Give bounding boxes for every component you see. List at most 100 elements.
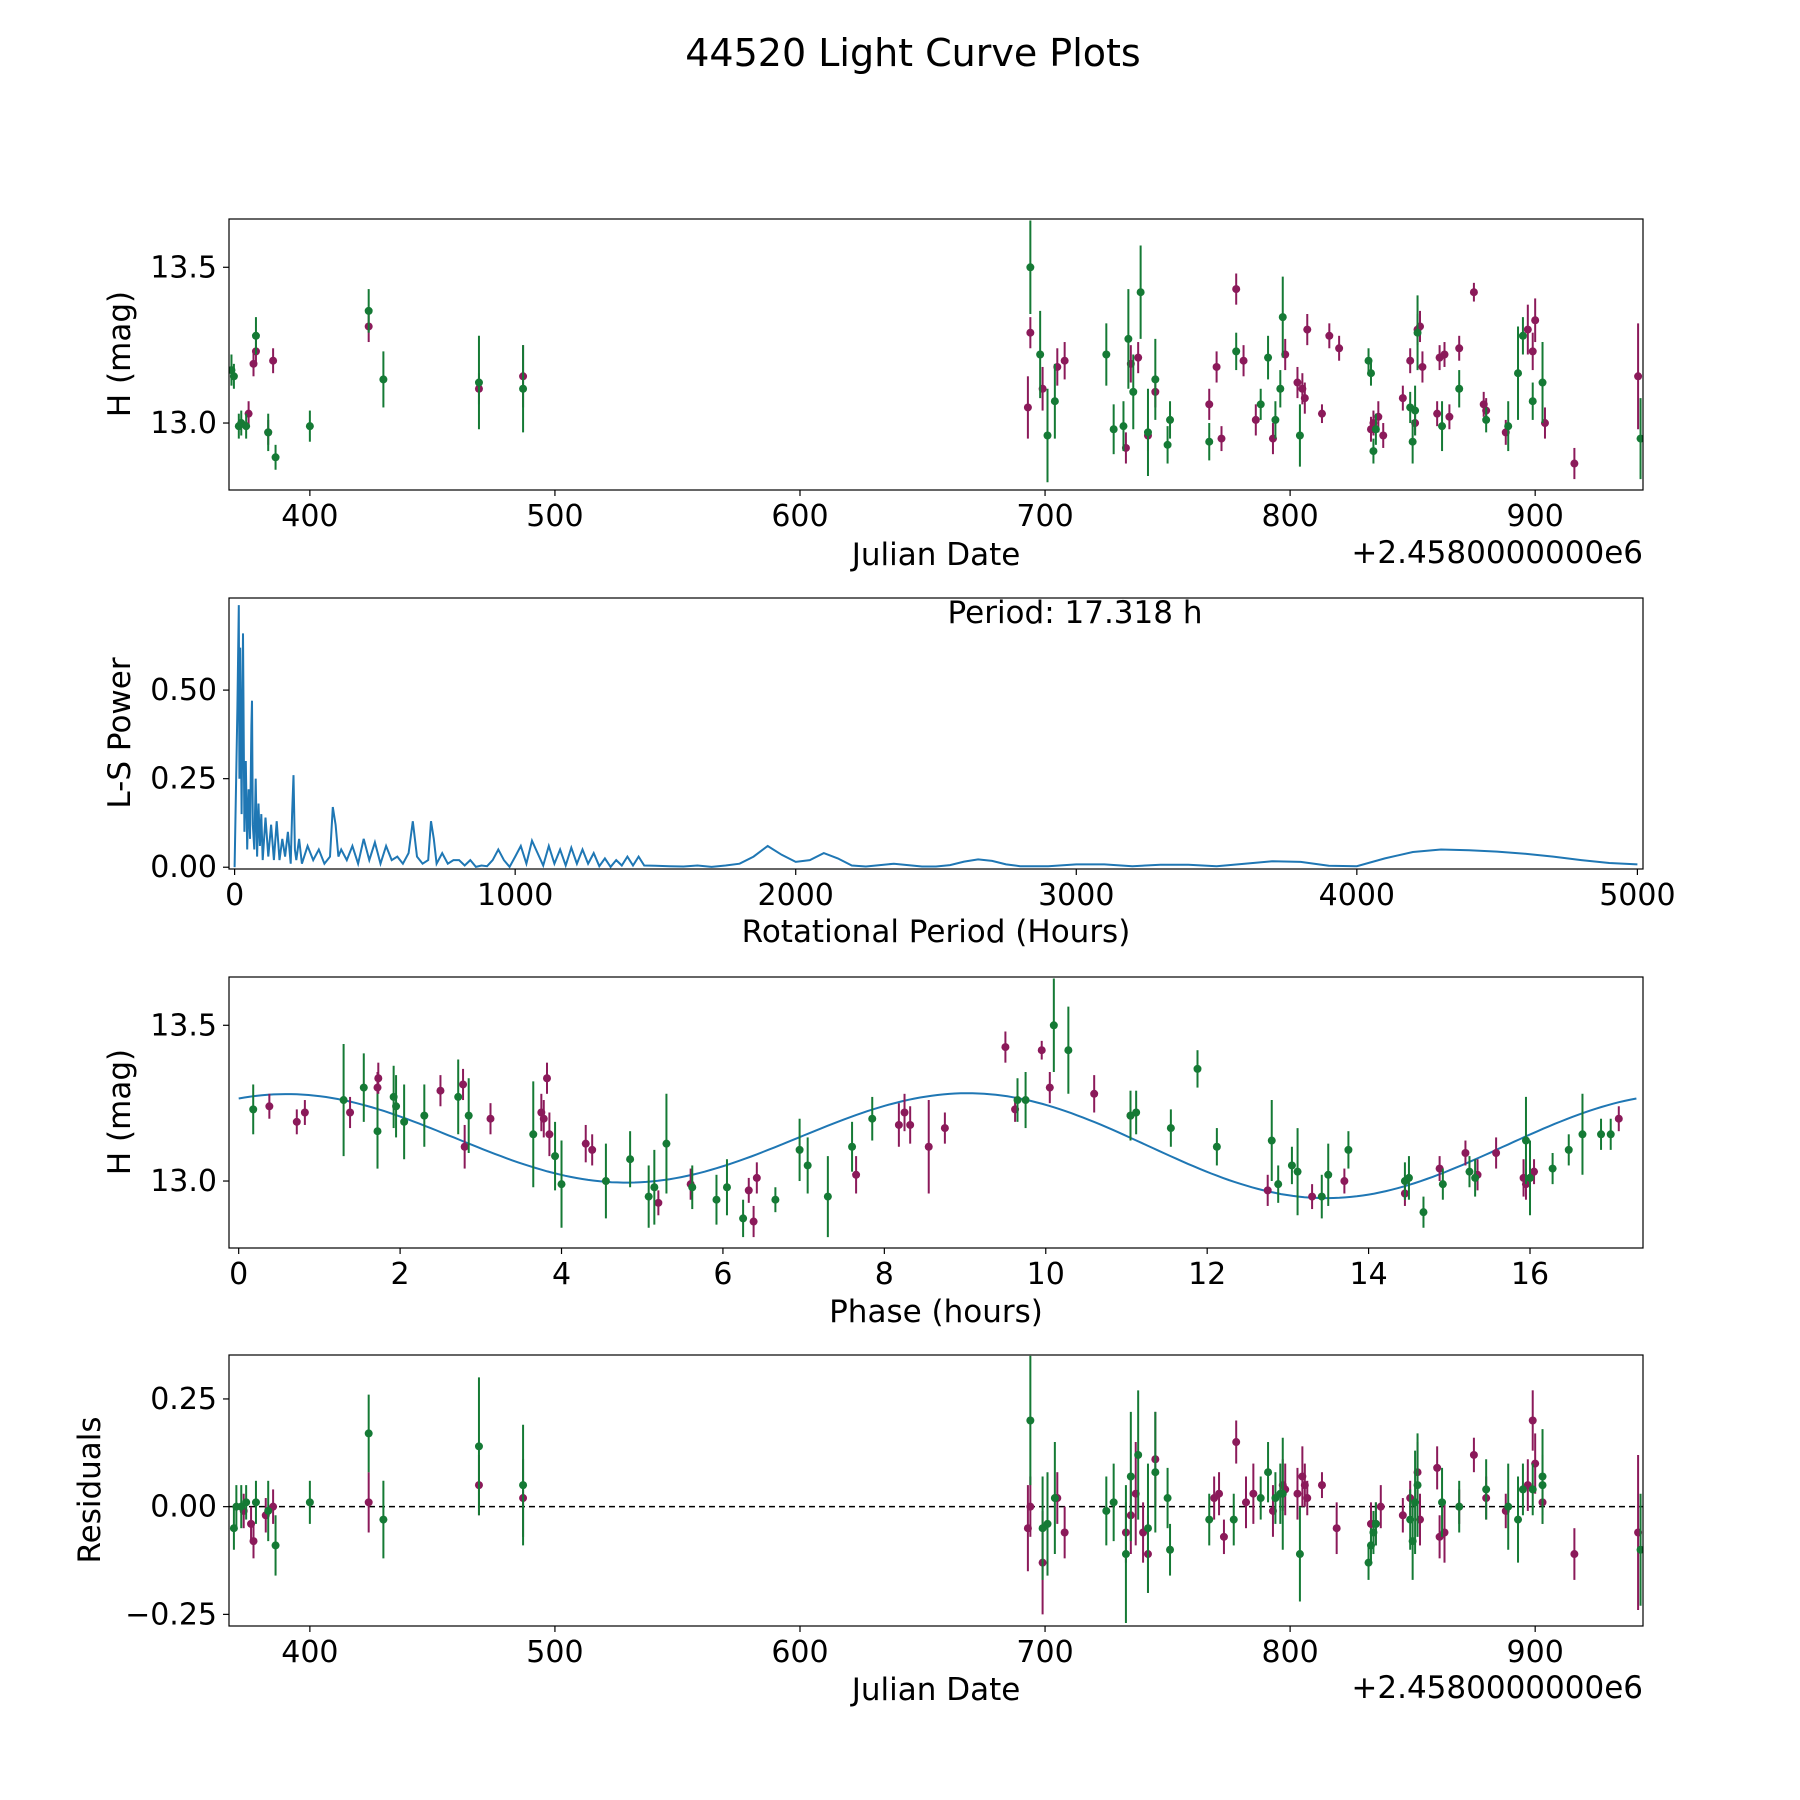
purple-data-point xyxy=(1045,1083,1054,1092)
x-tick-label: 0 xyxy=(225,878,244,913)
green-data-point xyxy=(1212,1142,1221,1151)
green-data-point xyxy=(1404,1173,1413,1182)
purple-data-point xyxy=(346,1108,355,1117)
green-data-point xyxy=(1036,350,1045,359)
green-data-point xyxy=(242,422,251,431)
periodogram-curve-group xyxy=(233,605,1638,869)
phased-frame xyxy=(228,976,1644,1249)
residuals-offset-label: +2.4580000000e6 xyxy=(1351,1670,1643,1706)
period-annotation: Period: 17.318 h xyxy=(948,595,1203,631)
purple-data-point xyxy=(894,1120,903,1129)
green-data-point xyxy=(1102,350,1111,359)
purple-data-point xyxy=(581,1139,590,1148)
light-curve-xlabel: Julian Date xyxy=(850,537,1021,573)
purple-data-point xyxy=(292,1117,301,1126)
green-data-point xyxy=(474,378,483,387)
periodogram-ylabel: L-S Power xyxy=(102,657,138,808)
purple-data-point xyxy=(1134,353,1143,362)
green-data-point xyxy=(264,428,273,437)
green-data-point xyxy=(1129,387,1138,396)
x-tick-label: 400 xyxy=(281,499,338,534)
green-data-point xyxy=(529,1130,538,1139)
purple-data-point xyxy=(1001,1043,1010,1052)
green-data-point xyxy=(650,1183,659,1192)
y-tick-label: 13.5 xyxy=(150,250,217,285)
purple-data-point xyxy=(542,1074,551,1083)
x-tick-label: 800 xyxy=(1261,499,1318,534)
green-data-point xyxy=(1193,1064,1202,1073)
green-data-point xyxy=(1636,434,1643,443)
green-data-point xyxy=(1504,422,1513,431)
green-data-point xyxy=(474,1442,483,1451)
y-tick-label: 13.0 xyxy=(150,406,217,441)
green-data-point xyxy=(1276,384,1285,393)
y-tick-label: 13.5 xyxy=(150,1008,217,1043)
periodogram-frame xyxy=(228,597,1644,870)
x-tick-label: 4000 xyxy=(1319,878,1395,913)
green-data-point xyxy=(712,1195,721,1204)
green-data-point xyxy=(1366,369,1375,378)
green-data-point xyxy=(1021,1096,1030,1105)
x-tick-label: 6 xyxy=(713,1257,732,1292)
green-data-point xyxy=(364,1429,373,1438)
phased-ylabel: H (mag) xyxy=(102,1049,138,1175)
light-curve-frame xyxy=(228,218,1644,491)
green-data-point xyxy=(601,1177,610,1186)
green-data-point xyxy=(1121,1550,1130,1559)
purple-data-point xyxy=(1037,1046,1046,1055)
green-data-point xyxy=(1371,425,1380,434)
purple-data-point xyxy=(1251,415,1260,424)
green-data-point xyxy=(1538,1481,1547,1490)
green-data-point xyxy=(229,372,238,381)
green-data-point xyxy=(1504,1502,1513,1511)
purple-data-point xyxy=(459,1080,468,1089)
green-data-point xyxy=(1119,422,1128,431)
green-data-point xyxy=(557,1180,566,1189)
model-fit-curve xyxy=(238,1092,1637,1200)
x-tick-label: 5000 xyxy=(1599,878,1675,913)
purple-data-point xyxy=(1249,1489,1258,1498)
green-data-point xyxy=(1043,431,1052,440)
purple-data-point xyxy=(486,1114,495,1123)
green-data-point xyxy=(1636,1545,1643,1554)
x-tick-label: 0 xyxy=(229,1257,248,1292)
green-data-point xyxy=(1438,422,1447,431)
periodogram-ticks: 0 1000 2000 3000 4000 5000 0.00 0.25 0.50 xyxy=(150,673,1675,913)
purple-data-point xyxy=(1418,362,1427,371)
purple-data-point xyxy=(940,1124,949,1133)
x-tick-label: 800 xyxy=(1261,1635,1318,1670)
green-data-point xyxy=(803,1161,812,1170)
green-data-point xyxy=(1013,1096,1022,1105)
green-data-point xyxy=(1482,1485,1491,1494)
green-data-point xyxy=(1564,1145,1573,1154)
x-tick-label: 2 xyxy=(391,1257,410,1292)
purple-data-point xyxy=(1026,328,1035,337)
green-data-point xyxy=(1050,397,1059,406)
green-data-point xyxy=(1293,1167,1302,1176)
green-data-point xyxy=(464,1111,473,1120)
green-data-point xyxy=(305,1498,314,1507)
green-data-point xyxy=(339,1096,348,1105)
green-data-point xyxy=(271,1541,280,1550)
purple-data-point xyxy=(1026,1502,1035,1511)
x-tick-label: 500 xyxy=(526,499,583,534)
green-data-point xyxy=(1026,1416,1035,1425)
green-data-point xyxy=(1408,437,1417,446)
green-data-point xyxy=(1166,1545,1175,1554)
green-data-point xyxy=(1050,1494,1059,1503)
purple-data-point xyxy=(906,1120,915,1129)
green-data-point xyxy=(1528,397,1537,406)
green-data-point xyxy=(1411,406,1420,415)
purple-data-point xyxy=(1469,1450,1478,1459)
purple-data-point xyxy=(539,1114,548,1123)
green-data-point xyxy=(771,1195,780,1204)
purple-data-point xyxy=(852,1170,861,1179)
x-tick-label: 500 xyxy=(526,1635,583,1670)
green-data-point xyxy=(1344,1145,1353,1154)
green-data-point xyxy=(251,1498,260,1507)
green-data-point xyxy=(1064,1046,1073,1055)
purple-data-point xyxy=(1239,356,1248,365)
green-data-point xyxy=(1455,384,1464,393)
green-data-point xyxy=(1151,1468,1160,1477)
x-tick-label: 900 xyxy=(1507,1635,1564,1670)
